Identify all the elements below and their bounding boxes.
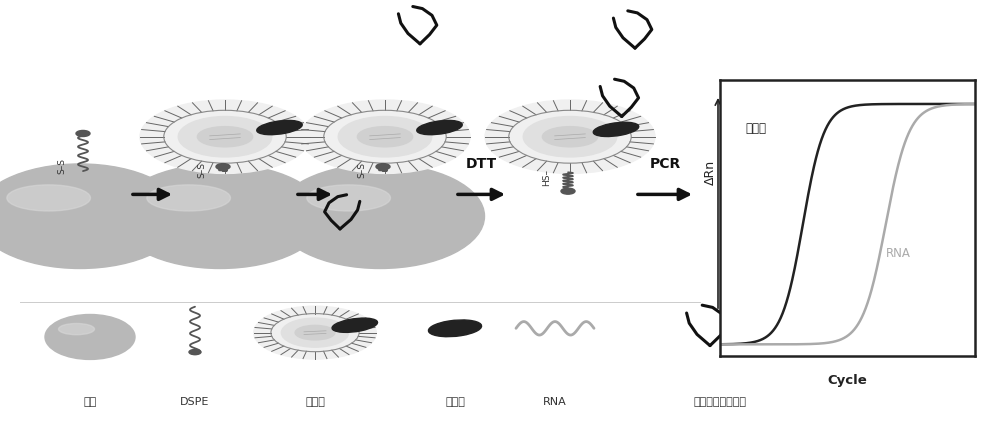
Circle shape <box>216 164 230 170</box>
Ellipse shape <box>417 121 462 135</box>
Text: DSPE: DSPE <box>180 397 210 407</box>
Text: 磁珠: 磁珠 <box>83 397 97 407</box>
Text: 引物连接核酸适体: 引物连接核酸适体 <box>694 397 746 407</box>
Ellipse shape <box>276 164 484 268</box>
Text: PCR: PCR <box>649 157 681 171</box>
Text: S–S: S–S <box>58 158 66 174</box>
Ellipse shape <box>307 185 390 211</box>
Ellipse shape <box>116 164 324 268</box>
Ellipse shape <box>542 127 598 147</box>
Circle shape <box>561 188 575 194</box>
Ellipse shape <box>254 306 376 359</box>
Ellipse shape <box>147 185 230 211</box>
Text: 膜蛋白: 膜蛋白 <box>445 397 465 407</box>
Ellipse shape <box>523 117 617 157</box>
Text: ΔRn: ΔRn <box>704 160 716 185</box>
Circle shape <box>189 349 201 355</box>
Circle shape <box>376 164 390 170</box>
Ellipse shape <box>140 100 310 173</box>
Text: DTT: DTT <box>466 157 497 171</box>
Ellipse shape <box>0 164 184 268</box>
Ellipse shape <box>300 100 470 173</box>
Text: RNA: RNA <box>886 247 911 260</box>
Ellipse shape <box>58 324 94 335</box>
Ellipse shape <box>357 127 413 147</box>
Text: S–S: S–S <box>198 162 207 178</box>
Circle shape <box>76 130 90 137</box>
Ellipse shape <box>295 325 335 340</box>
Text: RNA: RNA <box>543 397 567 407</box>
Text: S–S: S–S <box>358 162 366 178</box>
Text: HS–: HS– <box>542 169 551 186</box>
Ellipse shape <box>178 117 272 157</box>
Ellipse shape <box>45 314 135 359</box>
Ellipse shape <box>338 117 432 157</box>
Text: 外泌体: 外泌体 <box>305 397 325 407</box>
Ellipse shape <box>593 122 639 137</box>
Ellipse shape <box>281 318 349 347</box>
Ellipse shape <box>7 185 90 211</box>
Ellipse shape <box>257 121 302 135</box>
Ellipse shape <box>485 100 655 173</box>
Ellipse shape <box>332 318 378 332</box>
Text: 膜蛋白: 膜蛋白 <box>746 121 767 134</box>
Ellipse shape <box>428 320 482 337</box>
Ellipse shape <box>197 127 253 147</box>
Text: Cycle: Cycle <box>827 374 867 387</box>
